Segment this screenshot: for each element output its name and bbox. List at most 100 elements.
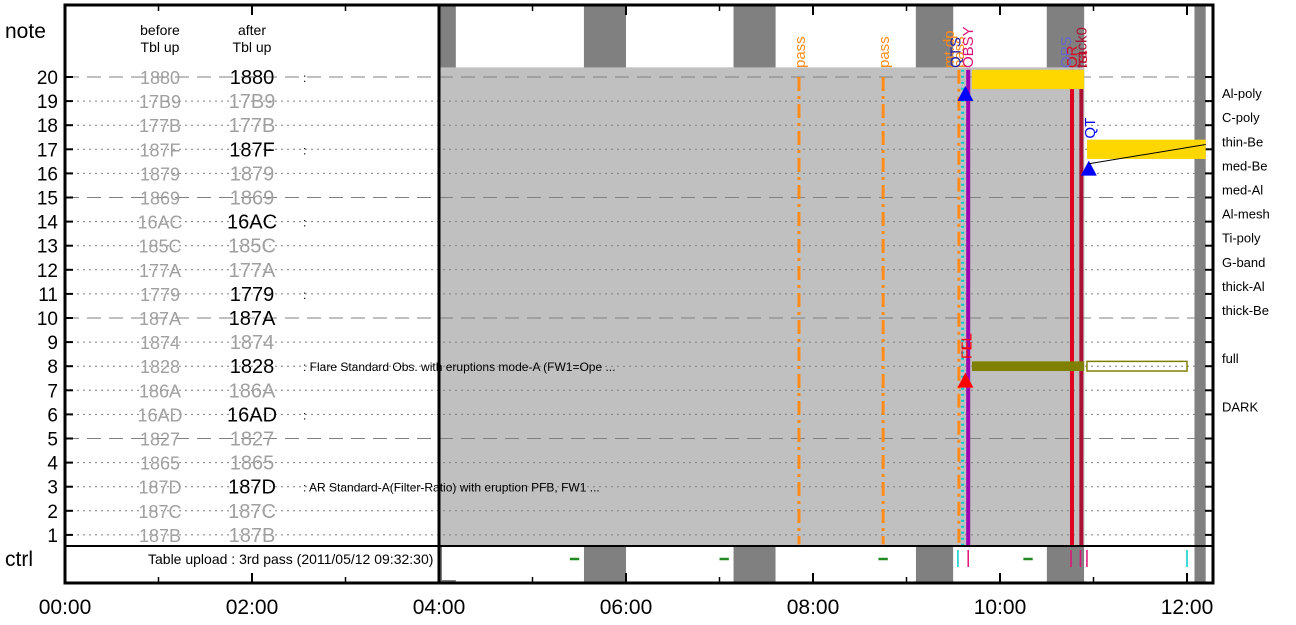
before-code: 16AC [137,213,182,233]
filter-label: full [1222,351,1239,366]
fl-label: FL [958,341,975,359]
ctrl-text: Table upload : 3rd pass (2011/05/12 09:3… [148,551,433,567]
x-tick-label: 04:00 [413,596,466,619]
marker-label: QT [1082,118,1099,139]
y-tick-label: 5 [47,430,58,451]
after-code: 187A [229,308,276,330]
plot-border [63,3,1215,585]
after-code: 177A [229,260,276,282]
y-tick-label: 11 [38,285,58,306]
after-code: 187B [229,525,276,547]
filter-label: G-band [1222,255,1265,270]
before-code: 1827 [140,430,180,450]
row-description: : [303,288,306,302]
olive-filter-bar-outline [1086,360,1188,372]
x-tick-label: 00:00 [39,596,92,619]
ctrl-row-mask [442,546,584,580]
note-label: note [5,20,46,43]
before-code: 187C [138,502,181,522]
ctrl-label: ctrl [5,548,33,571]
filter-label: Al-mesh [1222,207,1270,222]
ctrl-row-mask [626,546,734,580]
row-description: : [303,71,306,85]
filter-label: med-Be [1222,158,1268,173]
after-code: 16AC [227,212,277,234]
before-code: 185C [138,237,181,257]
filter-label: thick-Al [1222,279,1265,294]
before-code: 17B9 [139,92,181,112]
after-label-1: after [238,22,266,38]
after-code: 187F [229,139,275,161]
filter-label: C-poly [1222,110,1260,125]
pass-label: pass [792,36,809,68]
y-tick-label: 2 [47,502,58,523]
before-code: 16AD [137,405,182,425]
before-code: 186A [139,381,181,401]
event-label: pass [951,36,968,68]
row-description: : [303,216,306,230]
y-tick-label: 16 [37,164,58,185]
filter-label: DARK [1222,399,1258,414]
row-description: : [303,408,306,422]
yellow-filter-bar [971,69,1085,90]
x-tick-label: 12:00 [1161,596,1214,619]
after-code: 187D [228,477,276,499]
filter-label: Ti-poly [1222,231,1261,246]
before-label-1: before [140,22,180,38]
after-code: 185C [228,236,276,258]
before-code: 177A [139,261,181,281]
olive-filter-bar [971,361,1085,372]
yellow-filter-bar [1086,139,1206,159]
y-tick-label: 19 [37,92,58,113]
row-description: : Flare Standard Obs. with eruptions mod… [303,360,615,374]
row-description: : AR Standard-A(Filter-Ratio) with erupt… [303,481,600,495]
after-code: 17B9 [229,91,276,113]
event-label: OR [1064,45,1081,68]
row-description: : [303,143,306,157]
x-tick-label: 02:00 [226,596,279,619]
top-event-label: QTS [947,37,964,68]
y-tick-label: 9 [47,333,58,354]
y-tick-label: 8 [47,357,58,378]
top-event-label: mt.dp [941,30,958,68]
y-tick-label: 7 [47,381,58,402]
after-code: 1874 [230,332,275,354]
before-code: 1874 [140,333,180,353]
y-tick-label: 10 [37,309,58,330]
after-code: 1779 [230,284,275,306]
y-tick-label: 17 [37,140,58,161]
marker-triangle [957,372,974,388]
before-code: 177B [139,116,181,136]
y-tick-label: 12 [37,261,58,282]
before-code: 1865 [140,454,180,474]
before-code: 1880 [140,68,180,88]
after-code: 1827 [230,429,275,451]
y-tick-label: 14 [37,213,59,234]
before-code: 187A [139,309,181,329]
filter-bars [971,69,1206,372]
ctrl-row-mask [1084,546,1195,580]
event-label: rst [1074,51,1091,68]
y-tick-label: 20 [37,68,58,89]
before-code: 187F [139,140,180,160]
y-tick-label: 18 [37,116,58,137]
event-label: track0 [1073,27,1090,68]
x-tick-label: 06:00 [600,596,653,619]
y-tick-label: 1 [47,526,58,547]
after-code: 177B [229,115,276,137]
pass-label: pass [876,36,893,68]
ctrl-row-mask [775,546,916,580]
plot-frame: 00:00 02:00 04:00 06:00 08:00 10:00 12:00 [39,3,1215,619]
y-tick-label: 4 [47,454,58,475]
before-code: 187B [139,526,181,546]
filter-label: med-Al [1222,183,1263,198]
filter-label: thick-Be [1222,303,1269,318]
gray-region-rect [439,67,1085,547]
after-code: 1879 [230,163,275,185]
after-label-2: Tbl up [233,39,272,55]
after-code: 186A [229,380,276,402]
filter-label: Al-poly [1222,86,1262,101]
ctrl-row [569,550,1188,567]
